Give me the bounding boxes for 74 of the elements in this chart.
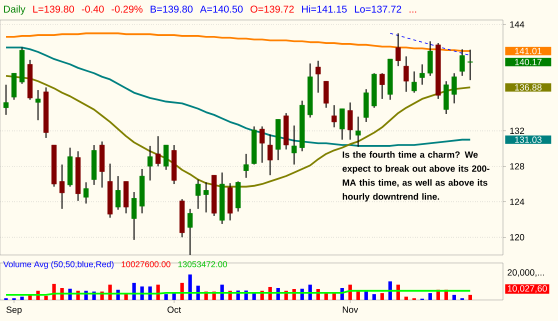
candlestick xyxy=(340,108,345,140)
candlestick xyxy=(324,80,329,108)
text: -0.29% xyxy=(112,6,143,13)
y-tick-label: 128 xyxy=(510,163,524,170)
candlestick xyxy=(187,208,193,256)
candlestick xyxy=(460,48,465,76)
text: B=139.80 xyxy=(150,6,193,13)
y-tick-label: 132 xyxy=(510,128,524,134)
bar xyxy=(44,296,48,300)
text: 13053472.00 xyxy=(178,261,228,268)
candlestick xyxy=(131,191,137,240)
bar xyxy=(20,296,24,300)
text: O=139.72 xyxy=(250,6,294,13)
bar xyxy=(428,293,432,300)
text: ... xyxy=(410,12,416,13)
x-tick-label: Sep xyxy=(6,306,22,315)
candlestick xyxy=(356,116,361,148)
candlestick xyxy=(244,153,249,178)
y-tick-label: 144 xyxy=(510,21,524,28)
candlestick xyxy=(59,164,65,210)
x-tick-label: Nov xyxy=(342,306,358,313)
text: 131.03 xyxy=(515,136,542,143)
candlestick xyxy=(412,70,417,94)
candlestick xyxy=(428,40,433,76)
text: -0.40 xyxy=(82,6,104,13)
text: Lo=137.72 xyxy=(354,6,402,13)
candlestick xyxy=(348,102,353,140)
candlestick xyxy=(420,64,425,86)
candlestick xyxy=(468,49,473,81)
y-tick-label: 120 xyxy=(510,234,524,240)
candlestick xyxy=(404,56,409,92)
bar xyxy=(380,293,384,300)
candlestick xyxy=(155,136,161,167)
candlestick xyxy=(396,32,401,67)
text: A=140.50 xyxy=(200,6,243,13)
text: 10027600.00 xyxy=(122,261,170,268)
candlestick xyxy=(163,144,169,170)
text: Hi=141.15 xyxy=(302,5,347,13)
candlestick xyxy=(203,182,209,213)
candlestick xyxy=(380,72,385,100)
text: 140.17 xyxy=(515,58,542,66)
bar xyxy=(164,294,168,300)
bar xyxy=(324,293,328,300)
candlestick xyxy=(452,72,457,104)
y-tick-label: 124 xyxy=(510,198,524,205)
candlestick xyxy=(3,84,9,116)
candlestick xyxy=(35,89,41,121)
x-tick-label: Oct xyxy=(168,306,182,313)
candlestick xyxy=(195,179,201,210)
candlestick xyxy=(292,124,297,166)
text: 10,027,60 xyxy=(508,285,547,293)
candlestick xyxy=(147,145,153,182)
candlestick xyxy=(115,176,121,210)
text: 141.01 xyxy=(515,48,542,54)
bar xyxy=(188,274,192,300)
bar xyxy=(452,294,456,300)
text: 20,000,... xyxy=(508,269,544,277)
bar xyxy=(364,292,368,300)
candlestick xyxy=(268,134,273,176)
bar xyxy=(372,294,376,300)
text: L=139.80 xyxy=(33,6,74,13)
candlestick xyxy=(260,126,265,164)
bar xyxy=(468,294,472,300)
annotation: Is the fourth time a charm? We expect to break out above its 200-MA this time, as well as above its hourly downtrend line. xyxy=(342,151,490,202)
text: 136.88 xyxy=(515,84,542,91)
chart-title: Daily xyxy=(4,5,26,15)
candlestick xyxy=(332,104,337,128)
candlestick xyxy=(316,60,321,94)
bar xyxy=(356,292,360,300)
text: Volume Avg (50,50,blue,Red) xyxy=(3,261,114,269)
candlestick xyxy=(83,182,89,204)
bar xyxy=(332,293,336,300)
candlestick xyxy=(11,72,17,100)
bar xyxy=(404,296,408,300)
